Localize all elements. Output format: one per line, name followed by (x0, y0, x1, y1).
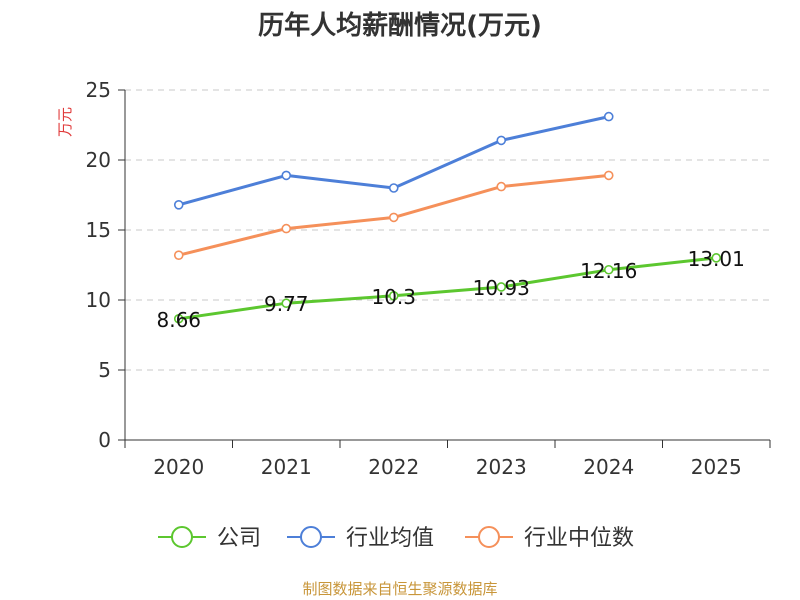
chart-title: 历年人均薪酬情况(万元) (258, 10, 542, 41)
data-point-2-4 (603, 170, 614, 181)
data-point-0-3 (496, 282, 507, 292)
legend-label-1: 行业均值 (346, 526, 434, 551)
data-labels: 8.66 9.77 10.3 10.93 12.16 13.01 (156, 247, 744, 332)
x-tick-label-2022: 2022 (368, 455, 419, 479)
y-tick-label-0: 0 (98, 428, 111, 452)
y-tick-label-20: 20 (86, 148, 111, 172)
data-point-1-3 (496, 135, 507, 146)
data-label-2: 10.3 (371, 285, 416, 309)
data-label-4: 12.16 (580, 259, 637, 283)
x-tick-label-2024: 2024 (583, 455, 634, 479)
y-tick-label-10: 10 (86, 288, 111, 312)
data-point-0-1 (281, 298, 292, 309)
data-point-1-2 (388, 183, 399, 193)
x-tick-label-2025: 2025 (691, 455, 742, 479)
data-point-0-4 (603, 264, 614, 275)
data-point-2-1 (281, 223, 292, 234)
data-point-0-5 (711, 253, 722, 263)
data-point-1-0 (173, 200, 184, 210)
legend-marker-0 (171, 526, 193, 548)
legend: 公司 行业均值 行业中位数 (158, 526, 634, 551)
data-label-5: 13.01 (688, 247, 745, 271)
legend-label-2: 行业中位数 (524, 526, 634, 551)
data-point-2-2 (388, 212, 399, 223)
x-tick-label-2021: 2021 (261, 455, 312, 479)
y-axis-label: 万元 (56, 107, 74, 137)
data-point-1-4 (603, 111, 614, 122)
data-point-2-0 (173, 250, 184, 260)
data-point-2-3 (496, 181, 507, 192)
grid-lines (125, 89, 770, 371)
legend-marker-2 (478, 526, 500, 548)
y-tick-label-5: 5 (98, 358, 111, 382)
source-note: 制图数据来自恒生聚源数据库 (302, 580, 497, 598)
data-point-1-1 (281, 170, 292, 181)
legend-label-0: 公司 (217, 526, 261, 551)
y-tick-label-25: 25 (86, 78, 111, 102)
data-point-0-2 (388, 290, 399, 301)
data-point-0-0 (173, 313, 184, 324)
series-group (173, 111, 722, 324)
data-label-0: 8.66 (156, 308, 201, 332)
x-tick-label-2020: 2020 (153, 455, 204, 479)
data-label-3: 10.93 (473, 276, 530, 300)
data-label-1: 9.77 (264, 292, 309, 316)
series-line-0 (178, 256, 717, 321)
x-tick-label-2023: 2023 (476, 455, 527, 479)
legend-marker-1 (300, 526, 322, 548)
y-tick-label-15: 15 (86, 218, 111, 242)
